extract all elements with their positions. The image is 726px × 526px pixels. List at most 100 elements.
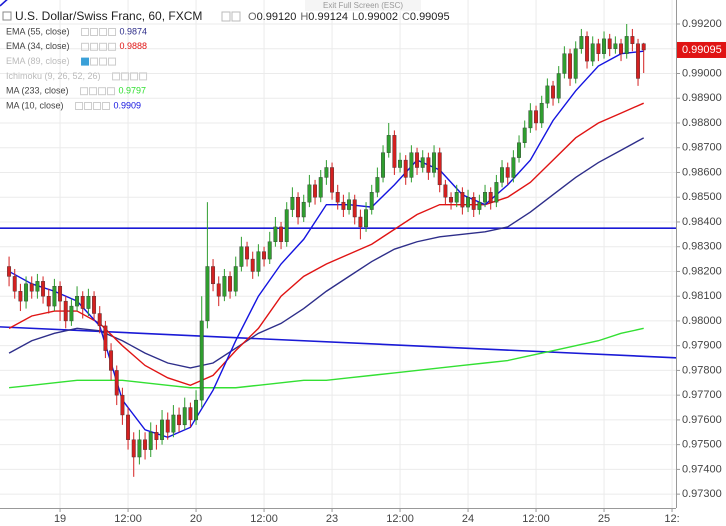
candle-body <box>267 241 272 260</box>
legend-name[interactable]: EMA (34, close) <box>6 41 70 51</box>
candle-body <box>205 266 210 322</box>
legend-icon[interactable] <box>108 42 117 51</box>
symbol-menu[interactable] <box>2 11 12 21</box>
legend-icon[interactable] <box>102 102 111 110</box>
menu-icon[interactable] <box>2 11 12 21</box>
candle-body <box>443 184 448 198</box>
candle-body <box>494 182 499 203</box>
candle-body <box>24 283 29 302</box>
candle-body <box>624 36 629 54</box>
y-tick-label: 0.98400 <box>682 216 722 228</box>
candle-body <box>109 350 114 371</box>
candle-body <box>239 246 244 267</box>
legend-icon[interactable] <box>139 72 148 81</box>
candle-body <box>466 197 471 208</box>
y-tick-label: 0.98800 <box>682 117 722 129</box>
x-tick-label: 24 <box>462 513 474 525</box>
axes: 0.992000.991000.990000.989000.988000.987… <box>54 18 722 525</box>
candle-body <box>528 110 533 129</box>
icon[interactable] <box>221 11 231 22</box>
candle-body <box>579 36 584 49</box>
y-tick-label: 0.98600 <box>682 166 722 178</box>
candle-body <box>590 43 595 62</box>
candle-body <box>154 432 159 440</box>
legend-icon[interactable] <box>93 102 102 110</box>
y-tick-label: 0.97500 <box>682 439 722 451</box>
candle-body <box>194 399 199 421</box>
candle-body <box>58 286 63 302</box>
candle-body <box>630 36 635 44</box>
candle-body <box>52 286 57 307</box>
legend-icon[interactable] <box>89 87 98 96</box>
candle-body <box>160 419 165 440</box>
candle-body <box>182 407 187 426</box>
candle-body <box>335 192 340 203</box>
x-tick-label: 12:00 <box>250 513 278 525</box>
candle-body <box>250 258 255 272</box>
quote-key: C <box>402 11 410 23</box>
candle-body <box>18 291 23 302</box>
candle-body <box>29 283 34 292</box>
legend-icon[interactable] <box>121 72 130 81</box>
legend-icon[interactable] <box>81 57 90 66</box>
candle-body <box>471 197 476 210</box>
title-icons[interactable] <box>221 11 241 22</box>
legend-icon[interactable] <box>90 57 99 66</box>
legend-icon[interactable] <box>99 28 108 36</box>
legend-icon[interactable] <box>81 28 90 36</box>
candle-body <box>522 127 527 143</box>
legend-name[interactable]: Ichimoku (9, 26, 52, 26) <box>6 71 101 81</box>
candle-body <box>97 313 102 327</box>
candle-body <box>301 201 306 218</box>
candle-body <box>375 177 380 193</box>
quote-key: O <box>248 11 257 23</box>
candle-body <box>137 439 142 458</box>
candle-body <box>364 209 369 228</box>
legend-icon[interactable] <box>81 42 90 51</box>
legend-icon[interactable] <box>98 87 107 96</box>
legend-icon[interactable] <box>107 87 116 96</box>
candle-body <box>392 135 397 168</box>
candle-body <box>143 439 148 450</box>
y-tick-label: 0.97600 <box>682 414 722 426</box>
legend-name[interactable]: MA (10, close) <box>6 100 64 110</box>
legend-icon[interactable] <box>130 72 139 81</box>
legend-icon[interactable] <box>84 102 93 110</box>
plot-area <box>0 0 676 477</box>
legend-icon[interactable] <box>90 42 99 51</box>
legend-icon[interactable] <box>108 57 117 66</box>
legend-icon[interactable] <box>112 72 121 81</box>
quote: O 0.99120 H 0.99124 L 0.99002 C 0.99095 <box>248 11 450 23</box>
quote-key: H <box>300 11 308 23</box>
candle-body <box>636 43 640 79</box>
candle-body <box>199 320 204 401</box>
icon[interactable] <box>231 11 241 22</box>
candle-body <box>69 305 74 322</box>
candle-body <box>488 192 493 203</box>
legend-value: 0.9874 <box>120 26 148 36</box>
x-tick-label: 23 <box>326 513 338 525</box>
legend-icon[interactable] <box>80 87 89 96</box>
candle-body <box>177 414 182 426</box>
legend-name[interactable]: EMA (89, close) <box>6 56 70 66</box>
y-tick-label: 0.99200 <box>682 18 722 30</box>
price-tag-bg <box>677 41 726 58</box>
legend-value: 0.9909 <box>114 100 142 110</box>
legend-icon[interactable] <box>108 28 117 36</box>
candle-body <box>386 135 391 153</box>
candle-body <box>171 414 176 433</box>
legend-icon[interactable] <box>90 28 99 36</box>
fullscreen-hint[interactable]: Exit Full Screen (ESC) <box>323 1 403 10</box>
legend-icon[interactable] <box>75 102 84 110</box>
legend-icon[interactable] <box>99 42 108 51</box>
legend-icon[interactable] <box>99 57 108 66</box>
candle-body <box>505 167 510 178</box>
x-tick-label: 12: <box>664 513 679 525</box>
legend-name[interactable]: MA (233, close) <box>6 86 69 96</box>
quote-value: 0.99095 <box>410 11 450 23</box>
legend-name[interactable]: EMA (55, close) <box>6 26 70 36</box>
legend: EMA (55, close) 0.9874 EMA (34, close) 0.98… <box>6 26 148 110</box>
candle-body <box>262 251 267 260</box>
quote-value: 0.99002 <box>358 11 398 23</box>
